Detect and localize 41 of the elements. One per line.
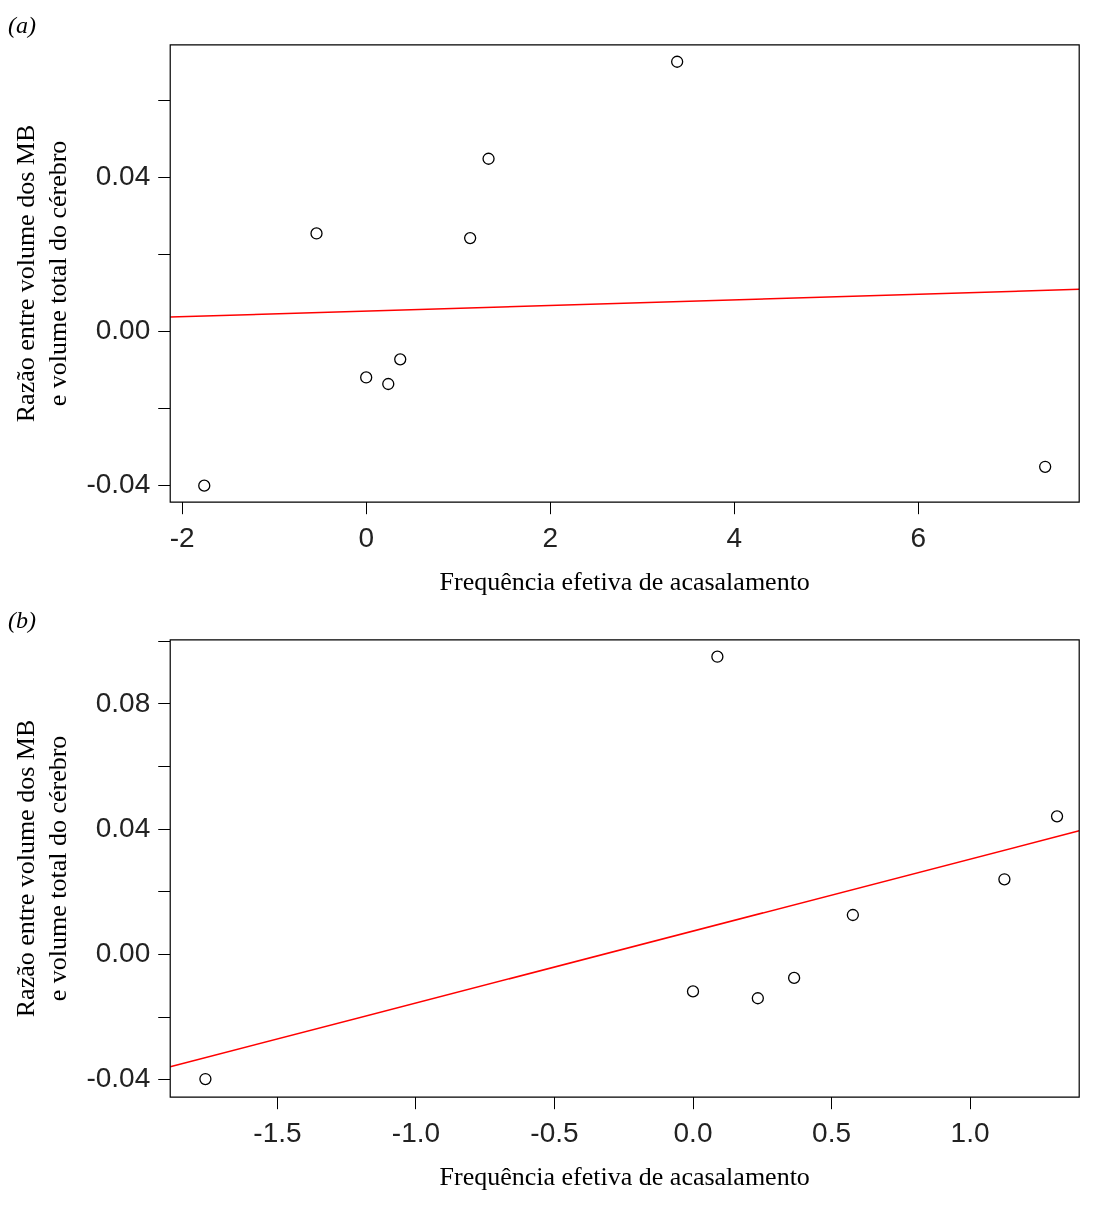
y-axis-title: Razão entre volume dos MB e volume total do cérebro — [11, 124, 72, 423]
x-tick-label: 0.5 — [812, 1116, 851, 1148]
point — [198, 479, 211, 492]
y-tick-label: 0.04 — [95, 160, 151, 192]
x-tick-label: -1.5 — [253, 1116, 302, 1148]
point — [482, 152, 495, 165]
point — [751, 992, 764, 1005]
point — [382, 377, 395, 391]
point — [464, 231, 477, 245]
x-tick-label: 2 — [542, 521, 558, 553]
chart-title: (b) — [8, 606, 36, 633]
y-tick-label: 0.00 — [95, 937, 151, 969]
y-tick-label: 0.08 — [95, 686, 151, 718]
point — [787, 971, 801, 985]
point — [1039, 460, 1052, 473]
chart-title: (a) — [8, 11, 36, 38]
x-tick-label: -2 — [169, 521, 195, 553]
point — [686, 985, 700, 998]
point — [394, 353, 407, 366]
point — [360, 371, 373, 384]
y-tick-label: -0.04 — [86, 468, 151, 500]
y-tick-label: -0.04 — [86, 1062, 151, 1094]
x-tick-label: 1.0 — [950, 1116, 990, 1148]
point — [1050, 810, 1064, 823]
y-tick-label: 0.00 — [95, 314, 151, 346]
y-tick-label: 0.04 — [95, 811, 151, 843]
point — [199, 1072, 212, 1086]
x-tick-label: 0 — [358, 521, 374, 553]
x-tick-label: -1.0 — [391, 1116, 441, 1148]
x-axis-title: Frequência efetiva de acasalamento — [439, 1162, 810, 1192]
point — [846, 908, 860, 922]
x-tick-label: 4 — [726, 521, 742, 553]
y-axis-title: Razão entre volume dos MB e volume total do cérebro — [11, 719, 72, 1018]
x-tick-label: 0.0 — [673, 1116, 713, 1148]
point — [711, 650, 724, 663]
point — [310, 227, 323, 240]
x-tick-label: 6 — [910, 521, 926, 553]
x-axis-title: Frequência efetiva de acasalamento — [439, 567, 810, 597]
x-tick-label: -0.5 — [530, 1116, 579, 1148]
point — [671, 55, 684, 68]
point — [998, 873, 1011, 886]
